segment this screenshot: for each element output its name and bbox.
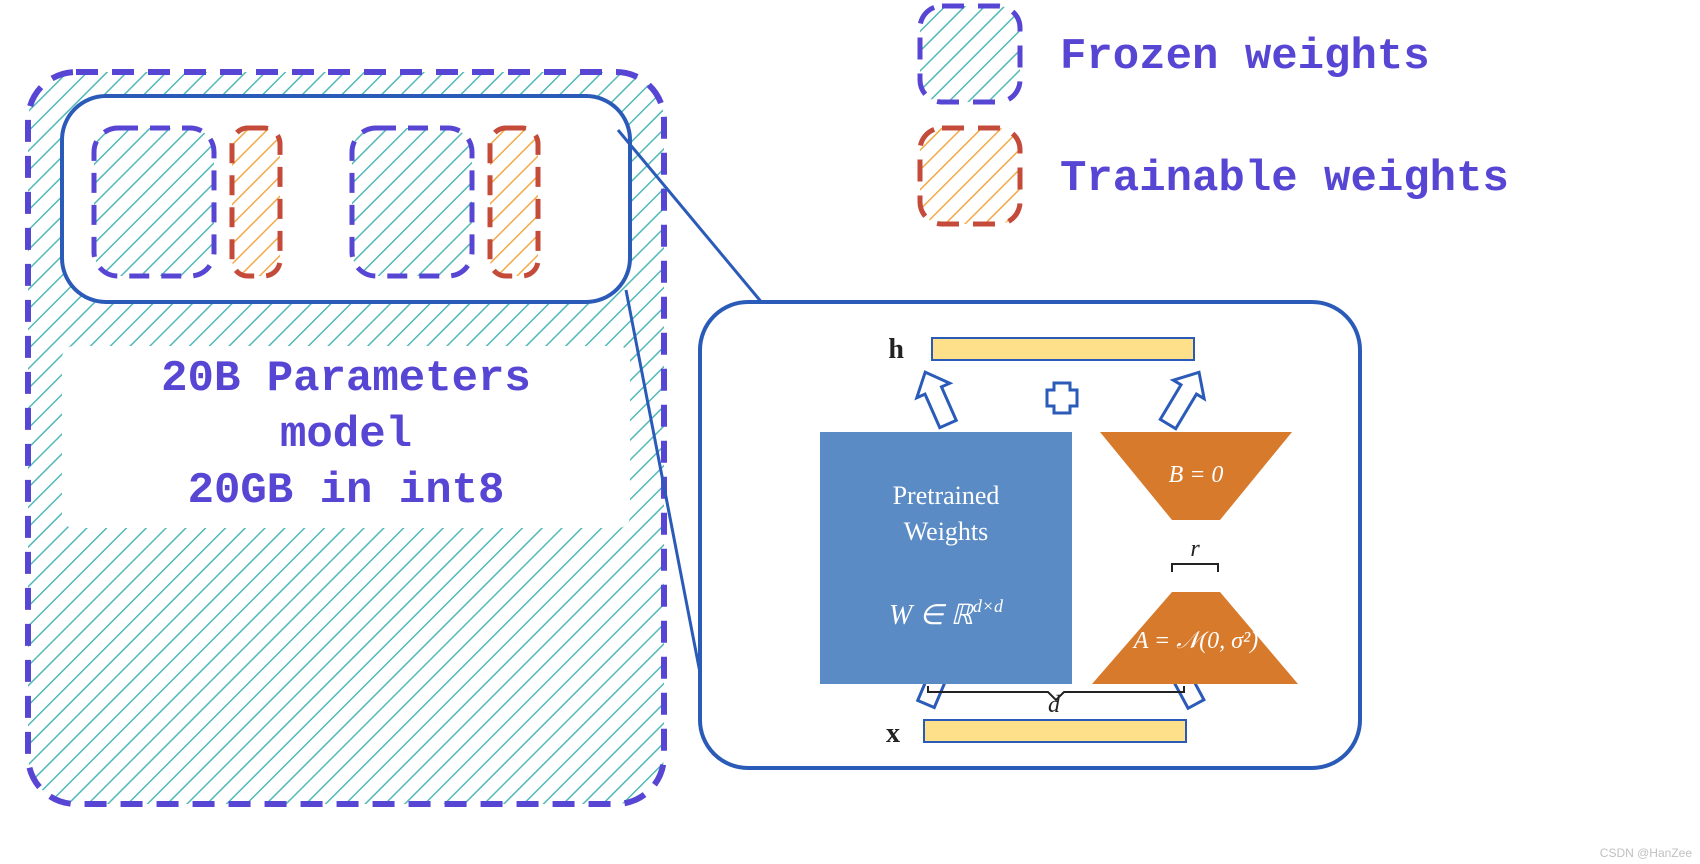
h-bar: [932, 338, 1194, 360]
dim-d-label: d: [1048, 692, 1061, 718]
x-label: x: [886, 718, 900, 749]
block-frozen-2: [352, 128, 472, 276]
pretrained-weights-block: [820, 432, 1072, 684]
pretrained-label-1: Pretrained: [893, 481, 1000, 510]
watermark: CSDN @HanZee: [1600, 846, 1692, 860]
rank-r-label: r: [1190, 536, 1200, 562]
pretrained-label-2: Weights: [904, 517, 989, 546]
model-caption-line3: 20GB in int8: [188, 466, 505, 516]
matrix-b-label: B = 0: [1169, 462, 1224, 488]
legend-frozen-label: Frozen weights: [1060, 32, 1430, 82]
x-bar: [924, 720, 1186, 742]
block-trainable-2: [490, 128, 538, 276]
h-label: h: [888, 334, 904, 365]
model-caption-line2: model: [280, 410, 412, 460]
legend-trainable-label: Trainable weights: [1060, 154, 1509, 204]
diagram-canvas: Frozen weights Trainable weights 20B Pa: [0, 0, 1700, 864]
matrix-a-label: A = 𝒩(0, σ²): [1132, 628, 1258, 654]
model-box: 20B Parameters model 20GB in int8: [28, 72, 664, 804]
lora-panel: h Pretrained Weights W ∈ ℝd×d B = 0 r A …: [700, 302, 1360, 768]
legend: Frozen weights Trainable weights: [920, 6, 1509, 224]
block-trainable-1: [232, 128, 280, 276]
legend-frozen: Frozen weights: [920, 6, 1430, 102]
block-frozen-1: [94, 128, 214, 276]
legend-trainable: Trainable weights: [920, 128, 1509, 224]
model-caption-line1: 20B Parameters: [161, 354, 531, 404]
